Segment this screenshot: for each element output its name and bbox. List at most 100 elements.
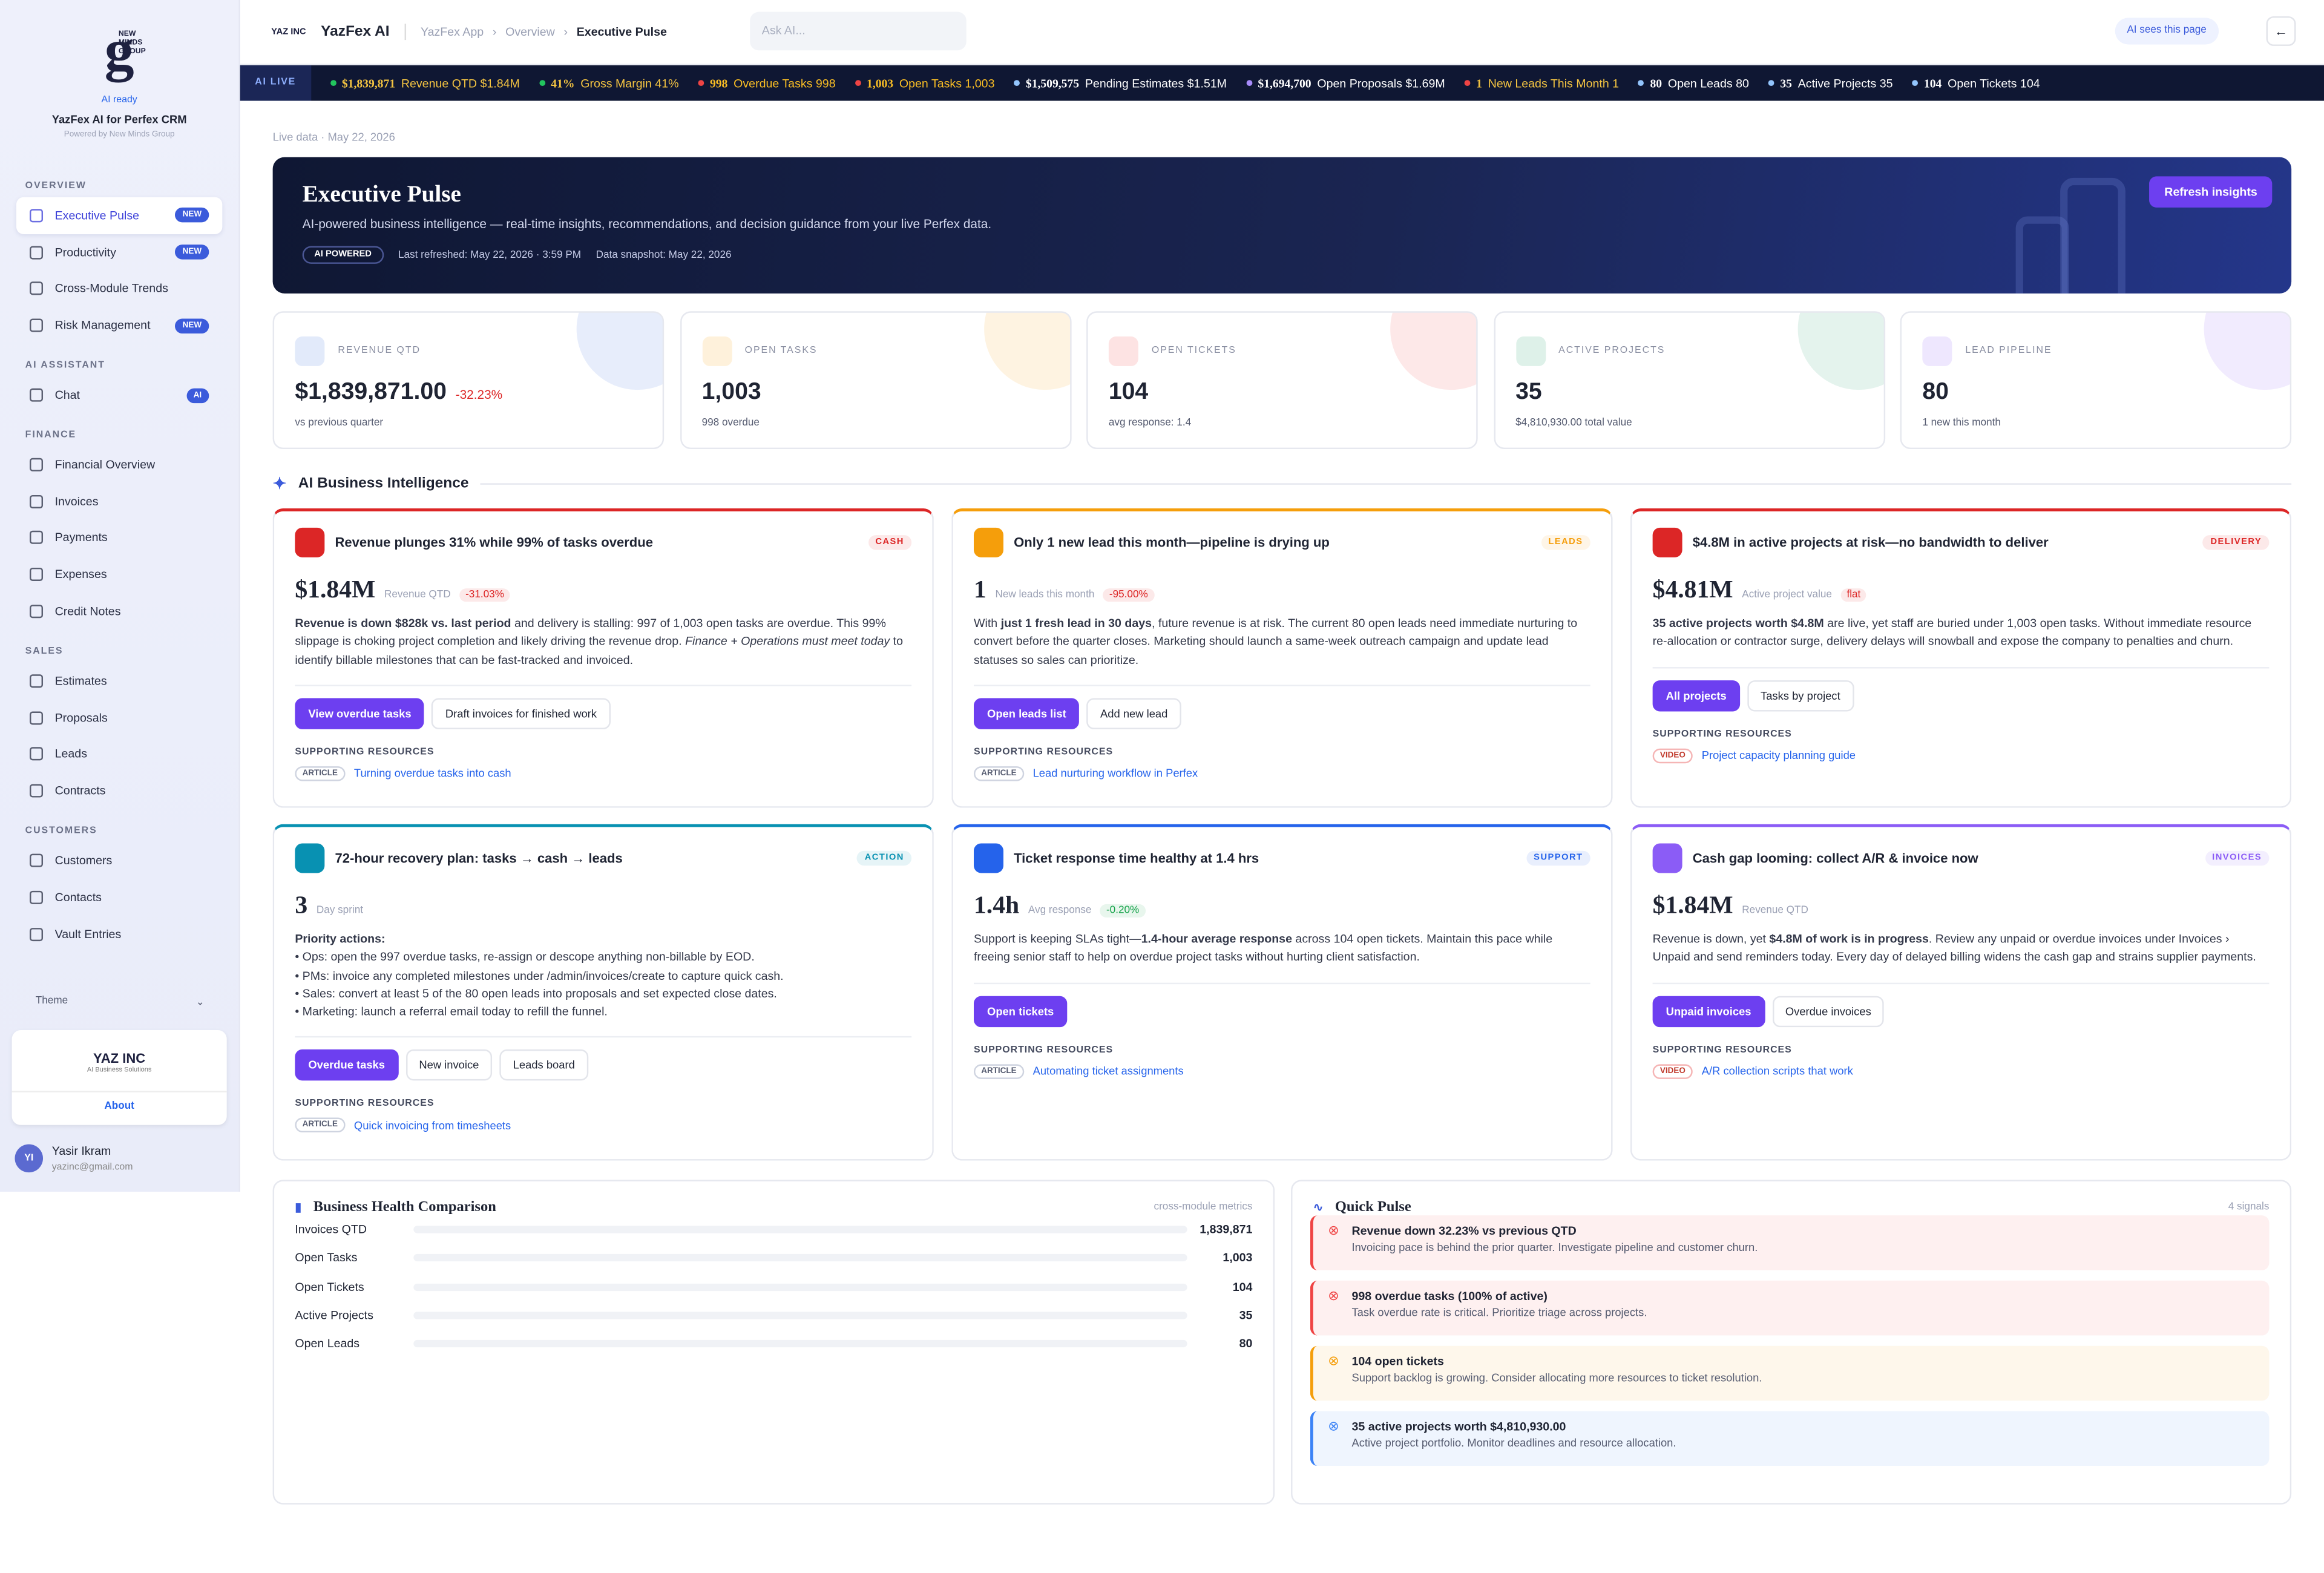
ticker-item: 1 New Leads This Month 1 [1464, 76, 1619, 90]
metric: 1 New leads this month -95.00% [974, 575, 1590, 605]
resource-link[interactable]: Quick invoicing from timesheets [353, 1118, 511, 1132]
action-button[interactable]: Overdue tasks [295, 1050, 399, 1082]
action-button[interactable]: View overdue tasks [295, 698, 425, 729]
search[interactable]: Ask AI... [750, 11, 967, 51]
card-title: Cash gap looming: collect A/R & invoice … [1692, 850, 1978, 866]
kpi-value: $1,839,871.00 -32.23% [295, 379, 503, 405]
nav-item[interactable]: Executive Pulse NEW [16, 197, 223, 234]
kpi-label: OPEN TASKS [744, 345, 818, 356]
nav-item[interactable]: Payments [16, 520, 222, 557]
nav-label: Contacts [54, 890, 102, 904]
kpi-row: REVENUE QTD $1,839,871.00 -32.23% vs previo… [272, 311, 2292, 450]
signal-title: 998 overdue tasks (100% of active) [1351, 1289, 1548, 1303]
nav-label: Risk Management [54, 319, 151, 333]
action-button[interactable]: Unpaid invoices [1652, 995, 1765, 1027]
ticker: AI LIVE $1,839,871 Revenue QTD $1.84M 41% Gr… [240, 65, 2324, 101]
nav-icon [29, 784, 44, 798]
avatar: YI [15, 1144, 44, 1173]
actions: Unpaid invoices Overdue invoices [1652, 982, 2270, 1027]
row-label: Invoices QTD [295, 1223, 367, 1236]
ticker-value: $1,509,575 [1025, 76, 1080, 90]
resource-link[interactable]: Turning overdue tasks into cash [353, 767, 511, 781]
metric-label: Revenue QTD [384, 589, 451, 600]
ticker-value: 1,003 [867, 76, 894, 90]
refreshed: Last refreshed: May 22, 2026 · 3:59 PM [398, 249, 582, 260]
logo: g NEW MINDS GROUP [0, 20, 238, 80]
kpi-sub: vs previous quarter [295, 418, 384, 429]
nav-label: Expenses [54, 568, 107, 582]
hero-meta: AI POWERED Last refreshed: May 22, 2026 ·… [302, 246, 2292, 264]
breadcrumbs: YazFex App › Overview › Executive Pulse [421, 25, 667, 39]
nav-item[interactable]: Invoices [16, 483, 222, 520]
action-button[interactable]: Leads board [499, 1050, 588, 1082]
nav-item[interactable]: Financial Overview [16, 446, 222, 483]
action-button[interactable]: Open tickets [973, 995, 1068, 1027]
nav-item[interactable]: Vault Entries [16, 916, 222, 953]
nav-label: Leads [54, 747, 87, 761]
kpi-value: 1,003 [701, 379, 761, 405]
action-button[interactable]: New invoice [405, 1050, 493, 1082]
back-button[interactable]: ← [2266, 16, 2296, 46]
ticker-item: $1,509,575 Pending Estimates $1.51M [1014, 76, 1227, 90]
kpi-label: REVENUE QTD [338, 345, 421, 356]
ticker-text: Overdue Tasks 998 [734, 76, 836, 90]
nav-item[interactable]: Estimates [16, 663, 222, 700]
action-button[interactable]: Overdue invoices [1771, 995, 1885, 1027]
card-icon [295, 527, 325, 557]
kpi-label: OPEN TICKETS [1151, 345, 1236, 356]
nav-item[interactable]: Leads [16, 736, 222, 773]
ticker-text: Open Tasks 1,003 [899, 76, 995, 90]
resource-kind: VIDEO [1652, 1063, 1693, 1079]
nav-item[interactable]: Credit Notes [16, 593, 222, 630]
nav-item[interactable]: Productivity NEW [16, 234, 222, 271]
action-button[interactable]: All projects [1652, 680, 1740, 711]
section-title: SALES [25, 646, 64, 657]
breadcrumb[interactable]: Executive Pulse [576, 25, 667, 39]
dot [1912, 80, 1919, 87]
nav-item[interactable]: Contacts [16, 879, 222, 916]
ai-chip[interactable]: AI sees this page [2115, 18, 2219, 45]
breadcrumb[interactable]: Overview [505, 25, 555, 39]
powered-by: Powered by New Minds Group [64, 130, 175, 140]
about-link[interactable]: About [11, 1091, 227, 1112]
breadcrumb[interactable]: YazFex App [420, 25, 484, 39]
nav-icon [29, 890, 44, 904]
resource-link[interactable]: Project capacity planning guide [1701, 748, 1856, 763]
track [413, 1340, 1187, 1348]
nav-item[interactable]: Risk Management NEW [16, 307, 222, 344]
ticker-item: $1,694,700 Open Proposals $1.69M [1246, 76, 1445, 90]
theme-toggle[interactable]: Theme [36, 996, 205, 1008]
nav-item[interactable]: Customers [16, 842, 222, 879]
card-header: Cash gap looming: collect A/R & invoice … [1652, 843, 2270, 873]
nav-label: Credit Notes [54, 605, 121, 619]
ticker-item: 41% Gross Margin 41% [539, 76, 679, 90]
snapshot: Data snapshot: May 22, 2026 [596, 249, 732, 260]
resource-link[interactable]: Lead nurturing workflow in Perfex [1032, 767, 1198, 781]
topbar: YAZ INC YazFex AI YazFex App › Overview › Exec… [240, 0, 2324, 65]
nav-item[interactable]: Proposals [16, 699, 222, 736]
nav-item[interactable]: Expenses [16, 556, 222, 593]
nav-item[interactable]: Cross-Module Trends [16, 271, 222, 307]
nav-item[interactable]: Chat AI [16, 377, 222, 414]
card-icon [1652, 843, 1682, 873]
kpi-icon [701, 336, 732, 366]
insight-grid: Revenue plunges 31% while 99% of tasks o… [272, 508, 2292, 1161]
health-row: Active Projects 35 [295, 1301, 1252, 1330]
hero-title: Executive Pulse [302, 182, 461, 208]
nav-label: Estimates [54, 674, 107, 688]
refresh-button[interactable]: Refresh insights [2149, 176, 2273, 208]
resource-kind: ARTICLE [295, 766, 346, 781]
resource-kind: ARTICLE [295, 1118, 346, 1134]
action-button[interactable]: Open leads list [973, 698, 1080, 729]
actions: View overdue tasks Draft invoices for fin… [295, 685, 912, 729]
action-button[interactable]: Draft invoices for finished work [432, 698, 611, 729]
action-button[interactable]: Add new lead [1086, 698, 1181, 729]
action-button[interactable]: Tasks by project [1747, 680, 1854, 711]
resource-link[interactable]: A/R collection scripts that work [1701, 1064, 1853, 1078]
ticker-item: 998 Overdue Tasks 998 [698, 76, 836, 90]
insight-card: Ticket response time healthy at 1.4 hrs S… [951, 824, 1613, 1161]
nav-badge: NEW [175, 245, 209, 260]
resource-link[interactable]: Automating ticket assignments [1032, 1064, 1184, 1078]
nav-item[interactable]: Contracts [16, 773, 222, 810]
decoration [1390, 312, 1477, 390]
